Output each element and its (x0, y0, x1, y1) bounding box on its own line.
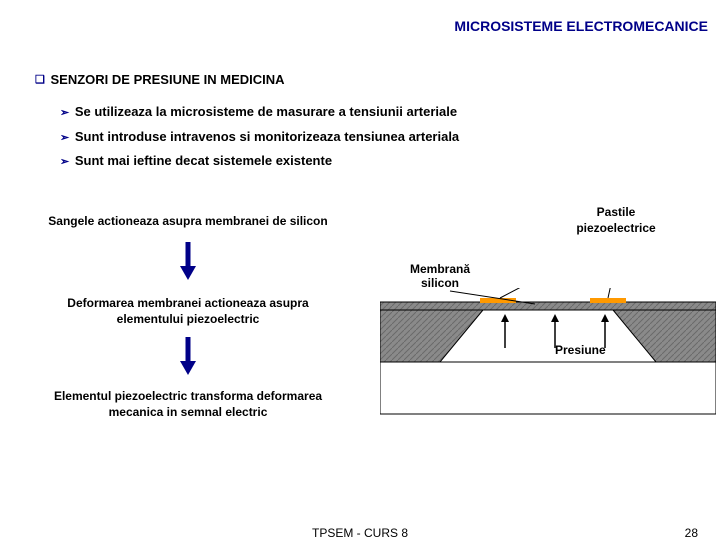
piezo-label-1: Pastile (597, 205, 636, 219)
flow-step-3: Elementul piezoelectric transforma defor… (10, 388, 366, 420)
list-item: ➢ Se utilizeaza la microsisteme de masur… (60, 100, 459, 125)
sensor-diagram (380, 288, 716, 418)
pressure-arrow (601, 314, 609, 348)
substrate-left (380, 310, 483, 362)
list-item: ➢ Sunt introduse intravenos si monitoriz… (60, 125, 459, 150)
bullet-list: ➢ Se utilizeaza la microsisteme de masur… (60, 100, 459, 174)
pressure-arrow (551, 314, 559, 348)
membrane-label: Membrană silicon (400, 262, 480, 291)
substrate-bottom (380, 362, 716, 414)
page-number: 28 (685, 526, 698, 540)
flow-step-3b: mecanica in semnal electric (109, 405, 268, 419)
chevron-right-icon: ➢ (60, 156, 69, 168)
leader-line (500, 288, 605, 298)
page-title: MICROSISTEME ELECTROMECANICE (454, 18, 708, 34)
section-heading: ❑ SENZORI DE PRESIUNE IN MEDICINA (35, 72, 285, 87)
flow-step-3a: Elementul piezoelectric transforma defor… (54, 389, 322, 403)
list-item-text: Sunt mai ieftine decat sistemele existen… (75, 153, 332, 168)
leader-line (608, 288, 620, 298)
arrow-down-icon (178, 240, 198, 280)
flow-step-2: Deformarea membranei actioneaza asupra e… (20, 295, 356, 327)
flow-step-1: Sangele actioneaza asupra membranei de s… (30, 213, 346, 229)
section-heading-text: SENZORI DE PRESIUNE IN MEDICINA (51, 72, 285, 87)
chevron-right-icon: ➢ (60, 132, 69, 144)
piezo-label: Pastile piezoelectrice (556, 205, 676, 236)
membrane-label-1: Membrană (410, 262, 470, 276)
pressure-arrow (501, 314, 509, 348)
piezo-label-2: piezoelectrice (576, 221, 655, 235)
list-item-text: Se utilizeaza la microsisteme de masurar… (75, 104, 457, 119)
flow-step-2b: elementului piezoelectric (117, 312, 260, 326)
footer-course: TPSEM - CURS 8 (312, 526, 408, 540)
bullet-square-icon: ❑ (35, 74, 45, 86)
list-item-text: Sunt introduse intravenos si monitorizea… (75, 129, 459, 144)
piezo-pad-right (590, 298, 626, 303)
flow-step-2a: Deformarea membranei actioneaza asupra (67, 296, 308, 310)
membrane-bar (380, 302, 716, 310)
substrate-right (613, 310, 716, 362)
arrow-down-icon (178, 335, 198, 375)
chevron-right-icon: ➢ (60, 107, 69, 119)
sensor-svg (380, 288, 716, 418)
list-item: ➢ Sunt mai ieftine decat sistemele exist… (60, 149, 459, 174)
